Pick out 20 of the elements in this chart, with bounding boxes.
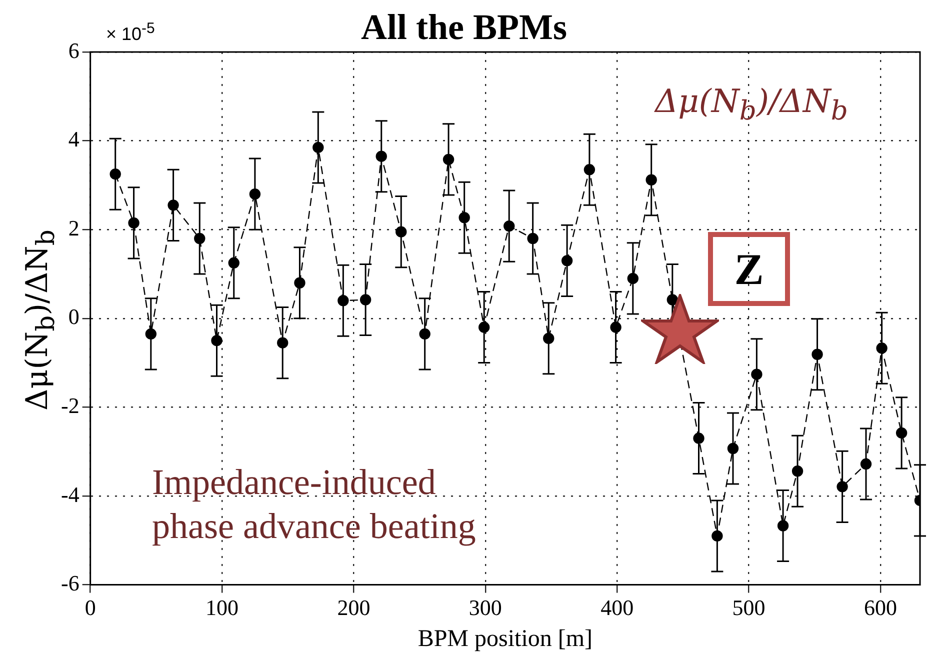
x-tick-label: 300 — [468, 594, 502, 620]
annotation: Impedance-induced phase advance beating — [152, 461, 477, 548]
y-tick-label: -6 — [61, 570, 80, 596]
annotation: Δμ(N$_{b}$)/ΔN$_{b}$ — [655, 82, 848, 126]
x-tick-label: 400 — [600, 594, 634, 620]
annotation: Z — [708, 232, 790, 306]
x-tick-label: 500 — [732, 594, 766, 620]
x-axis-title: BPM position [m] — [418, 626, 593, 652]
y-tick-label: 6 — [68, 38, 80, 63]
x-tick-label: 600 — [864, 594, 897, 620]
text: × 10$^{-5}$ — [106, 20, 155, 45]
y-tick-label: -4 — [61, 482, 80, 507]
y-tick-label: -2 — [61, 392, 80, 418]
y-tick-label: 2 — [68, 215, 80, 240]
y-tick-label: 0 — [68, 304, 80, 330]
x-tick-label: 100 — [206, 594, 239, 620]
y-tick-label: 4 — [68, 126, 80, 152]
x-tick-label: 200 — [337, 594, 370, 620]
x-tick-label: 0 — [84, 594, 96, 620]
chart-title: All the BPMs — [361, 7, 567, 47]
